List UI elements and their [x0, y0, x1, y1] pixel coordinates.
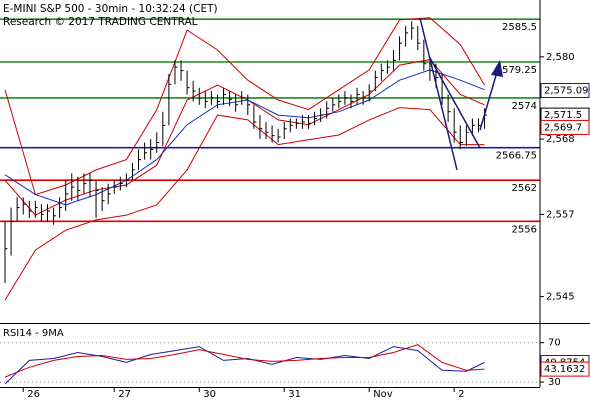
pattern-line [429, 57, 481, 149]
indicator-line [4, 107, 485, 301]
y-tick-label: 2,557 [546, 209, 575, 220]
price-tag-label: 2,569.7 [544, 122, 582, 133]
indicator-line [4, 346, 485, 385]
x-tick-label: 2 [458, 389, 464, 400]
pattern-annotation [419, 17, 498, 171]
pattern-line [419, 17, 458, 171]
indicator-line [4, 17, 485, 196]
level-label: 2585.5 [502, 22, 537, 33]
arrow-shaft [479, 71, 498, 131]
y-tick-label: 30 [548, 377, 561, 388]
price-tag-label: 2,571.5 [544, 110, 582, 121]
price-tag-box [540, 361, 590, 377]
level-label: 2556 [512, 224, 537, 235]
price-tag-box [540, 119, 590, 135]
arrow-head [491, 60, 503, 77]
price-tag-label: 43.1632 [544, 364, 585, 375]
y-tick-label: 70 [548, 338, 561, 349]
x-tick-label: 30 [203, 389, 216, 400]
y-tick-label: 2,545 [546, 292, 575, 303]
indicator-line [4, 344, 485, 378]
chart-title: E-MINI S&P 500 - 30min - 10:32:24 (CET) [3, 3, 218, 15]
level-label: 2566.75 [496, 151, 537, 162]
x-tick-label: 26 [27, 389, 40, 400]
level-label: 2579.25 [496, 65, 537, 76]
price-tag-label: 2,575.09 [544, 86, 589, 97]
y-tick-label: 2,568 [546, 134, 575, 145]
price-tag-box [540, 83, 590, 99]
chart-subtitle: Research © 2017 TRADING CENTRAL [3, 16, 198, 28]
level-label: 2574 [512, 101, 537, 112]
indicator-title: RSI14 - 9MA [3, 328, 64, 339]
x-tick-label: 31 [288, 389, 301, 400]
plot-area: 2,580 2,568 2,557 2,545 2585.5 2579.25 2574 256… [0, 17, 590, 400]
x-tick-label: 27 [118, 389, 131, 400]
level-label: 2562 [512, 183, 537, 194]
x-tick-label: Nov [373, 389, 393, 400]
y-tick-label: 2,580 [546, 52, 575, 63]
